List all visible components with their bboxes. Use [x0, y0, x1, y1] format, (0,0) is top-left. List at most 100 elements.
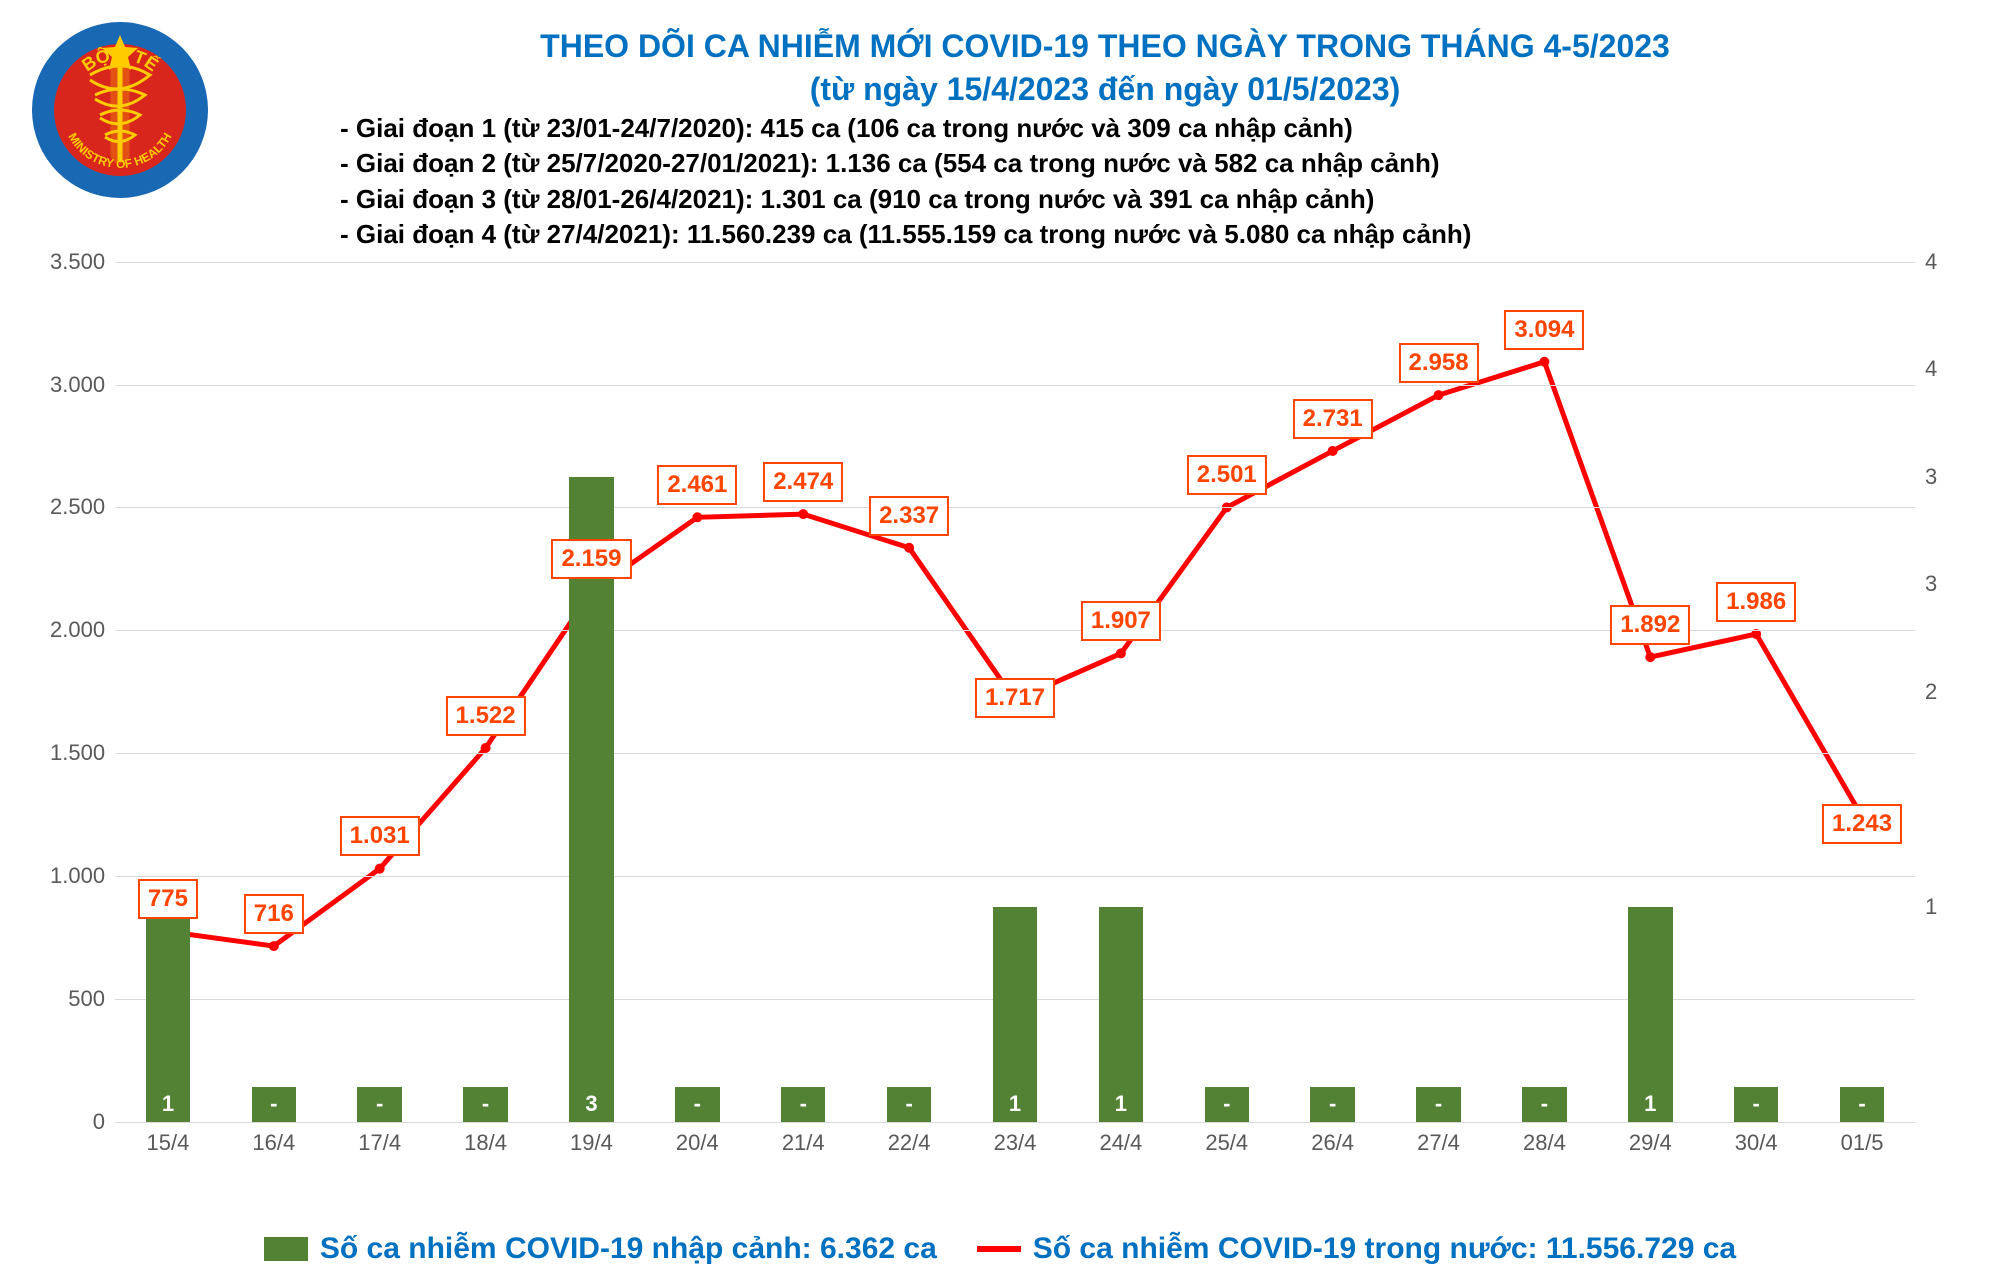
bar: - — [1205, 1087, 1249, 1121]
bar-label: - — [1329, 1091, 1336, 1117]
x-tick: 16/4 — [252, 1130, 295, 1156]
x-tick: 28/4 — [1523, 1130, 1566, 1156]
line-data-label: 1.522 — [446, 696, 526, 736]
chart-title: THEO DÕI CA NHIỄM MỚI COVID-19 THEO NGÀY… — [240, 25, 1970, 111]
x-tick: 26/4 — [1311, 1130, 1354, 1156]
header: BỘ Y TẾ MINISTRY OF HEALTH THEO DÕI CA N… — [30, 20, 1970, 252]
line-data-label: 1.243 — [1822, 804, 1902, 844]
legend-line-swatch — [977, 1246, 1021, 1252]
title-block: THEO DÕI CA NHIỄM MỚI COVID-19 THEO NGÀY… — [240, 20, 1970, 252]
y-right-tick: 3 — [1925, 571, 1960, 597]
x-tick: 01/5 — [1841, 1130, 1884, 1156]
y-left-tick: 1.000 — [50, 863, 105, 889]
bar: 1 — [146, 907, 190, 1122]
bar: - — [1734, 1087, 1778, 1121]
legend: Số ca nhiễm COVID-19 nhập cảnh: 6.362 ca… — [30, 1232, 1970, 1266]
line-data-label: 2.501 — [1187, 455, 1267, 495]
line-data-label: 2.474 — [763, 462, 843, 502]
y-left-tick: 1.500 — [50, 740, 105, 766]
x-tick: 20/4 — [676, 1130, 719, 1156]
plot-area: 05001.0001.5002.0002.5003.0003.500123344… — [115, 262, 1915, 1122]
bar-label: - — [694, 1091, 701, 1117]
y-left-tick: 500 — [50, 986, 105, 1012]
y-right-tick: 4 — [1925, 356, 1960, 382]
line-data-label: 2.337 — [869, 496, 949, 536]
legend-bar-item: Số ca nhiễm COVID-19 nhập cảnh: 6.362 ca — [264, 1232, 937, 1266]
x-tick: 29/4 — [1629, 1130, 1672, 1156]
y-right-tick: 2 — [1925, 679, 1960, 705]
y-left-tick: 2.500 — [50, 494, 105, 520]
bar: - — [463, 1087, 507, 1121]
bar: - — [1840, 1087, 1884, 1121]
bar: 1 — [1099, 907, 1143, 1122]
y-right-tick: 3 — [1925, 464, 1960, 490]
line-data-label: 775 — [138, 879, 198, 919]
bar-label: - — [1753, 1091, 1760, 1117]
phase-4: - Giai đoạn 4 (từ 27/4/2021): 11.560.239… — [340, 217, 1970, 252]
y-left-tick: 3.000 — [50, 372, 105, 398]
bar-label: - — [1541, 1091, 1548, 1117]
x-tick: 17/4 — [358, 1130, 401, 1156]
x-tick: 24/4 — [1099, 1130, 1142, 1156]
y-right-tick: 1 — [1925, 894, 1960, 920]
x-tick: 19/4 — [570, 1130, 613, 1156]
line-data-label: 1.986 — [1716, 582, 1796, 622]
phase-2: - Giai đoạn 2 (từ 25/7/2020-27/01/2021):… — [340, 146, 1970, 181]
bar-label: 1 — [1644, 1091, 1656, 1117]
legend-line-item: Số ca nhiễm COVID-19 trong nước: 11.556.… — [977, 1232, 1736, 1266]
phase-description: - Giai đoạn 1 (từ 23/01-24/7/2020): 415 … — [240, 111, 1970, 251]
x-tick: 21/4 — [782, 1130, 825, 1156]
line-data-label: 1.717 — [975, 678, 1055, 718]
bar-label: - — [376, 1091, 383, 1117]
x-tick: 18/4 — [464, 1130, 507, 1156]
bar: - — [1310, 1087, 1354, 1121]
bar-label: - — [1435, 1091, 1442, 1117]
line-data-label: 1.892 — [1610, 605, 1690, 645]
line-data-label: 2.958 — [1398, 343, 1478, 383]
bar-label: 1 — [162, 1091, 174, 1117]
bar-label: - — [800, 1091, 807, 1117]
line-data-label: 3.094 — [1504, 310, 1584, 350]
bar-label: - — [1858, 1091, 1865, 1117]
x-tick: 30/4 — [1735, 1130, 1778, 1156]
x-tick: 23/4 — [994, 1130, 1037, 1156]
bar: - — [781, 1087, 825, 1121]
bar-label: 3 — [585, 1091, 597, 1117]
bar-label: - — [1223, 1091, 1230, 1117]
line-data-label: 2.461 — [657, 465, 737, 505]
bar-label: 1 — [1115, 1091, 1127, 1117]
line-data-label: 1.031 — [340, 816, 420, 856]
phase-1: - Giai đoạn 1 (từ 23/01-24/7/2020): 415 … — [340, 111, 1970, 146]
y-left-tick: 3.500 — [50, 249, 105, 275]
bar: - — [887, 1087, 931, 1121]
line-data-label: 2.159 — [551, 539, 631, 579]
y-right-tick: 4 — [1925, 249, 1960, 275]
bar-label: 1 — [1009, 1091, 1021, 1117]
bar: - — [357, 1087, 401, 1121]
legend-bar-swatch — [264, 1237, 308, 1261]
y-left-tick: 0 — [50, 1109, 105, 1135]
legend-bar-text: Số ca nhiễm COVID-19 nhập cảnh: 6.362 ca — [320, 1232, 937, 1266]
chart: 05001.0001.5002.0002.5003.0003.500123344… — [30, 262, 1970, 1182]
title-line-1: THEO DÕI CA NHIỄM MỚI COVID-19 THEO NGÀY… — [240, 25, 1970, 68]
x-tick: 25/4 — [1205, 1130, 1248, 1156]
bar: - — [252, 1087, 296, 1121]
line-data-label: 2.731 — [1293, 399, 1373, 439]
bar: - — [675, 1087, 719, 1121]
x-tick: 22/4 — [888, 1130, 931, 1156]
bar: 1 — [993, 907, 1037, 1122]
title-line-2: (từ ngày 15/4/2023 đến ngày 01/5/2023) — [240, 68, 1970, 111]
bar: - — [1416, 1087, 1460, 1121]
line-data-label: 1.907 — [1081, 601, 1161, 641]
line-data-label: 716 — [244, 894, 304, 934]
bar-label: - — [270, 1091, 277, 1117]
bar: - — [1522, 1087, 1566, 1121]
x-tick: 27/4 — [1417, 1130, 1460, 1156]
y-left-tick: 2.000 — [50, 617, 105, 643]
bar-label: - — [905, 1091, 912, 1117]
x-tick: 15/4 — [147, 1130, 190, 1156]
legend-line-text: Số ca nhiễm COVID-19 trong nước: 11.556.… — [1033, 1232, 1736, 1266]
bar-label: - — [482, 1091, 489, 1117]
ministry-logo: BỘ Y TẾ MINISTRY OF HEALTH — [30, 20, 210, 200]
bar: 1 — [1628, 907, 1672, 1122]
